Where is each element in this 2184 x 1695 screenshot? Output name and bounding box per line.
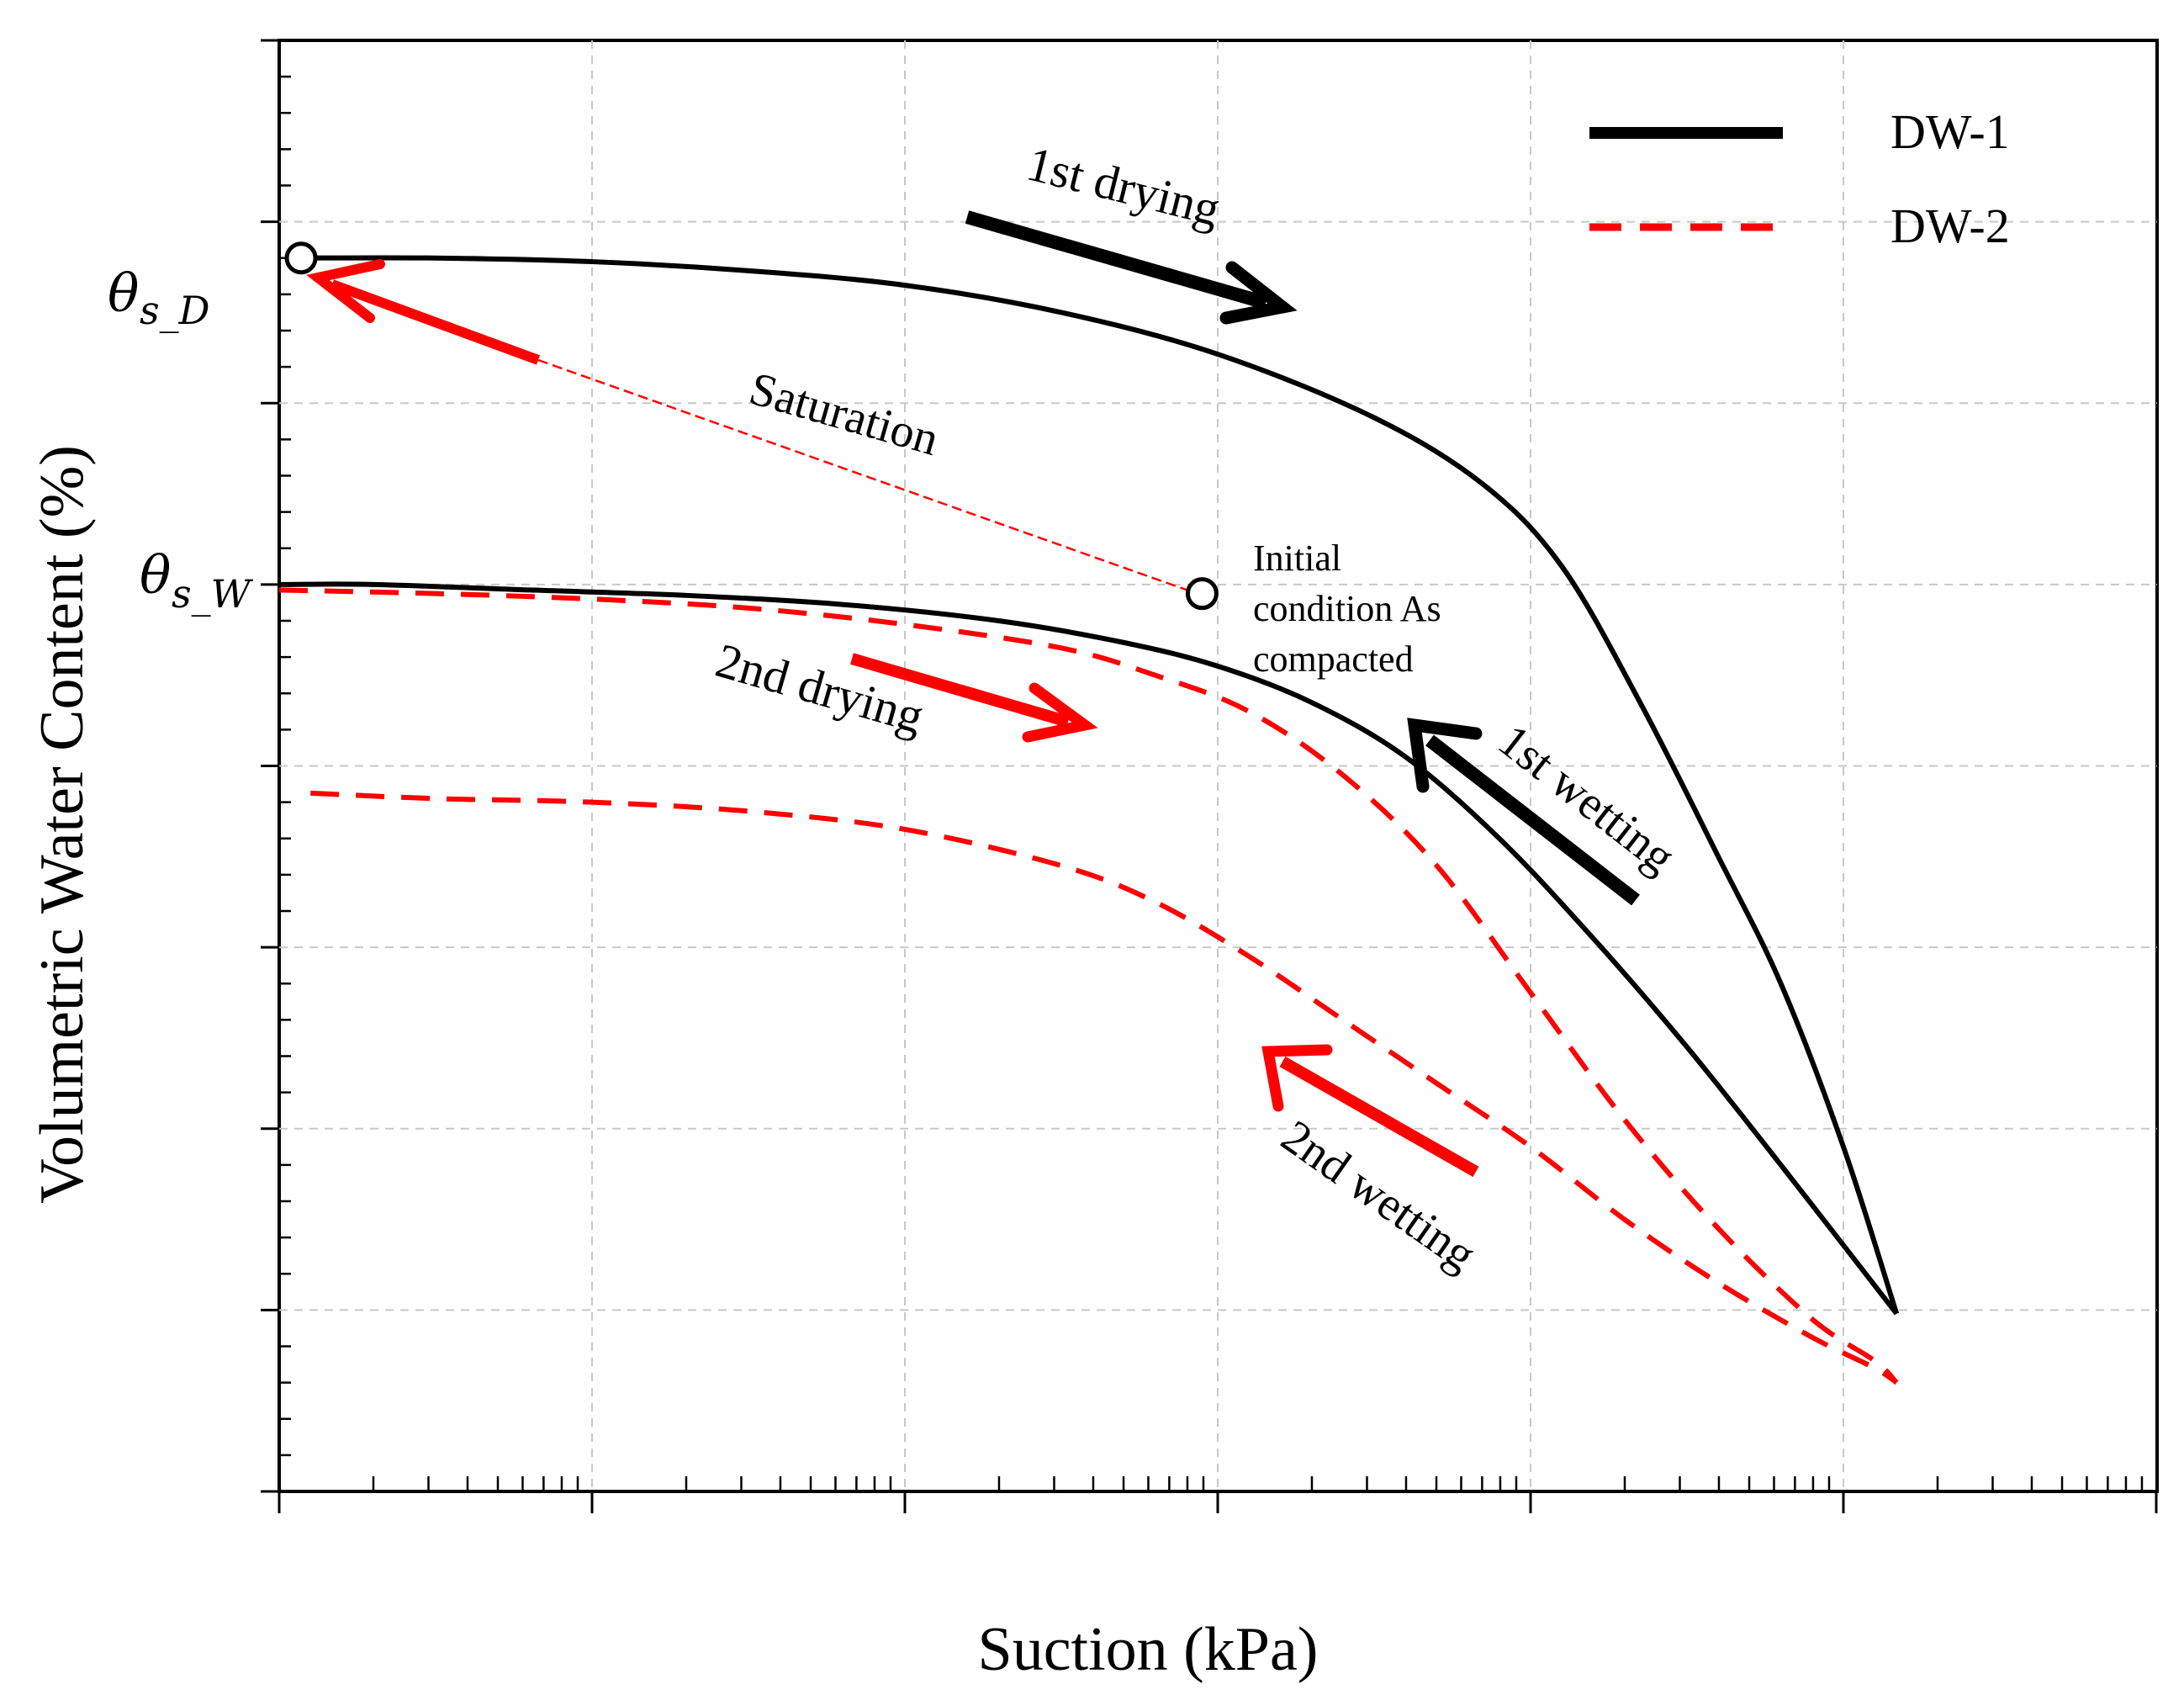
svg-text:s_W: s_W	[172, 571, 254, 617]
first-drying-arrow	[965, 210, 1298, 325]
label-second-wetting: 2nd wetting	[1272, 1110, 1485, 1281]
label-initial-line2: condition As	[1253, 588, 1441, 629]
legend: DW-1 DW-2	[1589, 104, 2010, 253]
svg-text:s_D: s_D	[140, 288, 210, 333]
svg-text:θ: θ	[108, 262, 139, 324]
label-initial-line1: Initial	[1253, 538, 1341, 579]
svg-text:θ: θ	[140, 544, 171, 606]
first-wetting-arrow	[1407, 718, 1640, 906]
label-saturation: Saturation	[743, 363, 944, 466]
series-line-3	[278, 587, 1899, 1385]
saturated-point-marker	[284, 241, 318, 275]
legend-dw1-label: DW-1	[1891, 104, 2010, 159]
initial-condition-marker	[1185, 577, 1219, 611]
series-line-1	[301, 255, 1900, 1315]
saturation-path-line	[537, 358, 1203, 597]
second-drying-arrow	[850, 653, 1098, 743]
series-line-2	[278, 581, 1899, 1316]
second-wetting-arrow	[1261, 1044, 1479, 1178]
series-layer	[278, 255, 1900, 1385]
label-initial-line3: compacted	[1253, 638, 1414, 680]
x-axis-title: Suction (kPa)	[978, 1615, 1319, 1684]
label-second-drying: 2nd drying	[710, 633, 929, 744]
theta-sw-label: θ s_W	[140, 544, 254, 617]
grid	[279, 40, 2157, 1491]
series-line-4	[310, 790, 1898, 1385]
theta-sd-label: θ s_D	[108, 262, 210, 333]
y-axis-title: Volumetric Water Content (%)	[28, 445, 97, 1204]
legend-dw2-label: DW-2	[1891, 199, 2010, 253]
axis-ticks	[261, 39, 2158, 1513]
saturation-arrow	[306, 259, 541, 365]
